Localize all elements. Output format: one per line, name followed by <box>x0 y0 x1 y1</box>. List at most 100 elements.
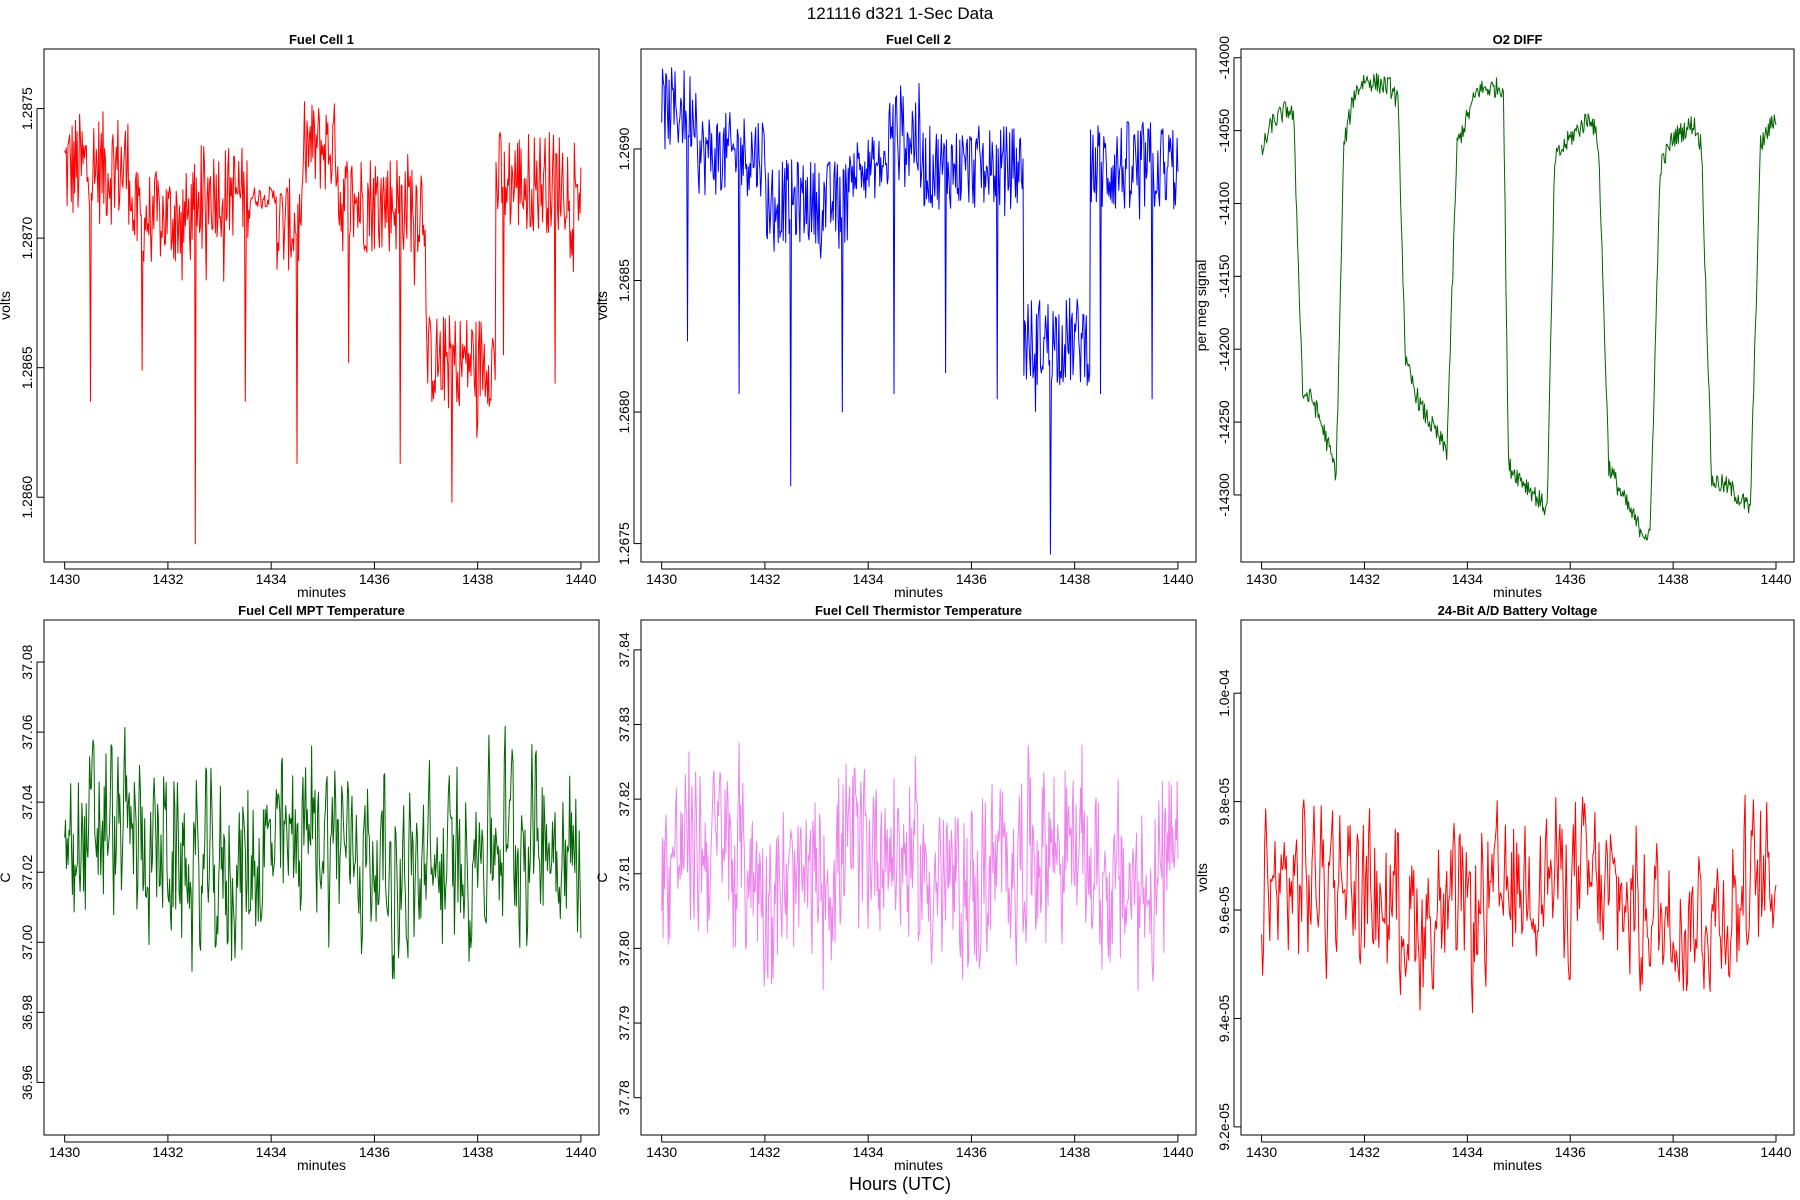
chart-panel-6: 24-Bit A/D Battery Voltage 1430 1432 1434 14… <box>1194 603 1795 1173</box>
y-tick-label: 36.96 <box>19 1065 35 1100</box>
chart-title: Fuel Cell 1 <box>289 32 354 47</box>
plot-frame <box>1240 619 1795 1136</box>
chart-panel-2: Fuel Cell 2 1430 1432 1434 1436 1438 1440 1.267… <box>594 32 1197 600</box>
y-tick-label: 9.6e-05 <box>1216 886 1232 934</box>
y-tick-label: 36.98 <box>19 995 35 1030</box>
y-tick-label: -14200 <box>1216 327 1232 371</box>
y-tick-label: 9.2e-05 <box>1216 1103 1232 1151</box>
x-tick-label: 1440 <box>1760 571 1791 587</box>
chart-title: 24-Bit A/D Battery Voltage <box>1438 603 1598 618</box>
x-tick-label: 1432 <box>152 571 183 587</box>
chart-title: O2 DIFF <box>1493 32 1543 47</box>
x-tick-label: 1434 <box>256 571 287 587</box>
x-tick-label: 1430 <box>1246 571 1277 587</box>
chart-panel-5: Fuel Cell Thermistor Temperature 1430 1432… <box>594 603 1197 1173</box>
y-tick-label: -14050 <box>1216 109 1232 153</box>
x-tick-label: 1430 <box>1246 1144 1277 1160</box>
y-tick-label: 37.84 <box>616 632 632 667</box>
y-tick-label: 37.00 <box>19 925 35 960</box>
x-tick-label: 1438 <box>462 571 493 587</box>
x-tick-label: 1434 <box>853 1144 884 1160</box>
x-tick-label: 1434 <box>853 571 884 587</box>
y-tick-label: -14100 <box>1216 181 1232 225</box>
x-tick-label: 1432 <box>749 1144 780 1160</box>
chart-panel-3: O2 DIFF 1430 1432 1434 1436 1438 1440 -14000 -14… <box>1193 32 1795 600</box>
x-tick-label: 1434 <box>1452 1144 1483 1160</box>
x-tick-label: 1432 <box>749 571 780 587</box>
y-axis-label: volts <box>1194 863 1210 892</box>
plot-frame <box>1240 48 1795 563</box>
y-tick-label: -14300 <box>1216 473 1232 517</box>
chart-title: Fuel Cell MPT Temperature <box>238 603 405 618</box>
series-line <box>661 67 1179 555</box>
x-tick-label: 1436 <box>1555 1144 1586 1160</box>
x-axis-label: minutes <box>894 584 943 600</box>
y-tick-label: 37.06 <box>19 714 35 749</box>
y-tick-label: -14000 <box>1216 36 1232 80</box>
y-tick-label: 1.2860 <box>19 476 35 519</box>
x-tick-label: 1440 <box>1760 1144 1791 1160</box>
x-tick-label: 1438 <box>462 1144 493 1160</box>
chart-panels: Fuel Cell 1 1430 1432 1434 1436 1438 1440 1.286… <box>0 32 1795 1173</box>
x-tick-label: 1436 <box>1555 571 1586 587</box>
x-tick-label: 1438 <box>1059 1144 1090 1160</box>
figure-bottom-label: Hours (UTC) <box>849 1174 951 1194</box>
x-tick-label: 1436 <box>956 1144 987 1160</box>
y-tick-label: 37.79 <box>616 1005 632 1040</box>
series-line <box>64 101 582 545</box>
y-tick-label: 37.81 <box>616 856 632 891</box>
x-axis-label: minutes <box>1493 584 1542 600</box>
plot-frame <box>43 48 600 563</box>
x-tick-label: 1430 <box>646 571 677 587</box>
x-tick-label: 1440 <box>1162 571 1193 587</box>
y-tick-label: 1.2675 <box>616 522 632 565</box>
y-tick-label: 1.2680 <box>616 390 632 433</box>
plot-frame <box>640 48 1197 563</box>
series-line <box>1261 73 1777 541</box>
y-axis-label: C <box>594 872 610 882</box>
x-tick-label: 1436 <box>359 571 390 587</box>
x-tick-label: 1440 <box>1162 1144 1193 1160</box>
chart-panel-1: Fuel Cell 1 1430 1432 1434 1436 1438 1440 1.286… <box>0 32 600 600</box>
x-tick-label: 1432 <box>152 1144 183 1160</box>
x-tick-label: 1440 <box>565 1144 596 1160</box>
y-tick-label: 37.02 <box>19 855 35 890</box>
chart-panel-4: Fuel Cell MPT Temperature 1430 1432 1434 143… <box>0 603 600 1173</box>
y-tick-label: 37.78 <box>616 1080 632 1115</box>
x-axis-label: minutes <box>894 1157 943 1173</box>
y-tick-label: 1.2865 <box>19 346 35 389</box>
y-axis-label: per meg signal <box>1193 260 1209 352</box>
y-tick-label: 37.04 <box>19 784 35 819</box>
y-tick-label: 1.2875 <box>19 87 35 130</box>
y-tick-label: 37.08 <box>19 644 35 679</box>
plot-frame <box>43 619 600 1136</box>
x-tick-label: 1432 <box>1349 1144 1380 1160</box>
series-line <box>1261 794 1777 1014</box>
x-tick-label: 1434 <box>256 1144 287 1160</box>
x-tick-label: 1438 <box>1658 1144 1689 1160</box>
y-tick-label: -14250 <box>1216 400 1232 444</box>
x-tick-label: 1430 <box>49 571 80 587</box>
series-line <box>64 725 582 980</box>
plot-frame <box>640 619 1197 1136</box>
y-tick-label: 37.83 <box>616 707 632 742</box>
chart-title: Fuel Cell 2 <box>886 32 951 47</box>
y-tick-label: 9.4e-05 <box>1216 994 1232 1042</box>
y-axis-label: C <box>0 872 13 882</box>
y-tick-label: 1.0e-04 <box>1216 669 1232 717</box>
x-tick-label: 1438 <box>1059 571 1090 587</box>
x-tick-label: 1438 <box>1658 571 1689 587</box>
y-axis-label: volts <box>594 291 610 320</box>
y-tick-label: 37.82 <box>616 781 632 816</box>
y-tick-label: 1.2870 <box>19 217 35 260</box>
x-tick-label: 1430 <box>49 1144 80 1160</box>
x-tick-label: 1432 <box>1349 571 1380 587</box>
x-axis-label: minutes <box>297 1157 346 1173</box>
x-axis-label: minutes <box>297 584 346 600</box>
chart-title: Fuel Cell Thermistor Temperature <box>815 603 1022 618</box>
y-tick-label: 1.2690 <box>616 127 632 170</box>
y-tick-label: 9.8e-05 <box>1216 778 1232 826</box>
x-tick-label: 1430 <box>646 1144 677 1160</box>
y-tick-label: -14150 <box>1216 254 1232 298</box>
